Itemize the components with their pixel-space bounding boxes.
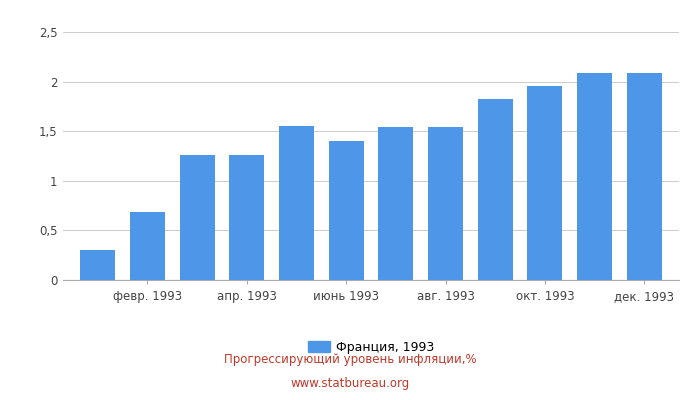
Bar xyxy=(230,155,264,280)
Text: www.statbureau.org: www.statbureau.org xyxy=(290,378,410,390)
Bar xyxy=(428,127,463,280)
Bar xyxy=(130,212,164,280)
Bar xyxy=(528,86,562,280)
Bar xyxy=(329,141,363,280)
Bar xyxy=(80,250,116,280)
Bar xyxy=(578,73,612,280)
Bar xyxy=(180,155,214,280)
Bar xyxy=(279,126,314,280)
Bar xyxy=(626,73,662,280)
Legend: Франция, 1993: Франция, 1993 xyxy=(307,341,435,354)
Bar xyxy=(478,100,512,280)
Bar xyxy=(379,127,413,280)
Text: Прогрессирующий уровень инфляции,%: Прогрессирующий уровень инфляции,% xyxy=(224,354,476,366)
